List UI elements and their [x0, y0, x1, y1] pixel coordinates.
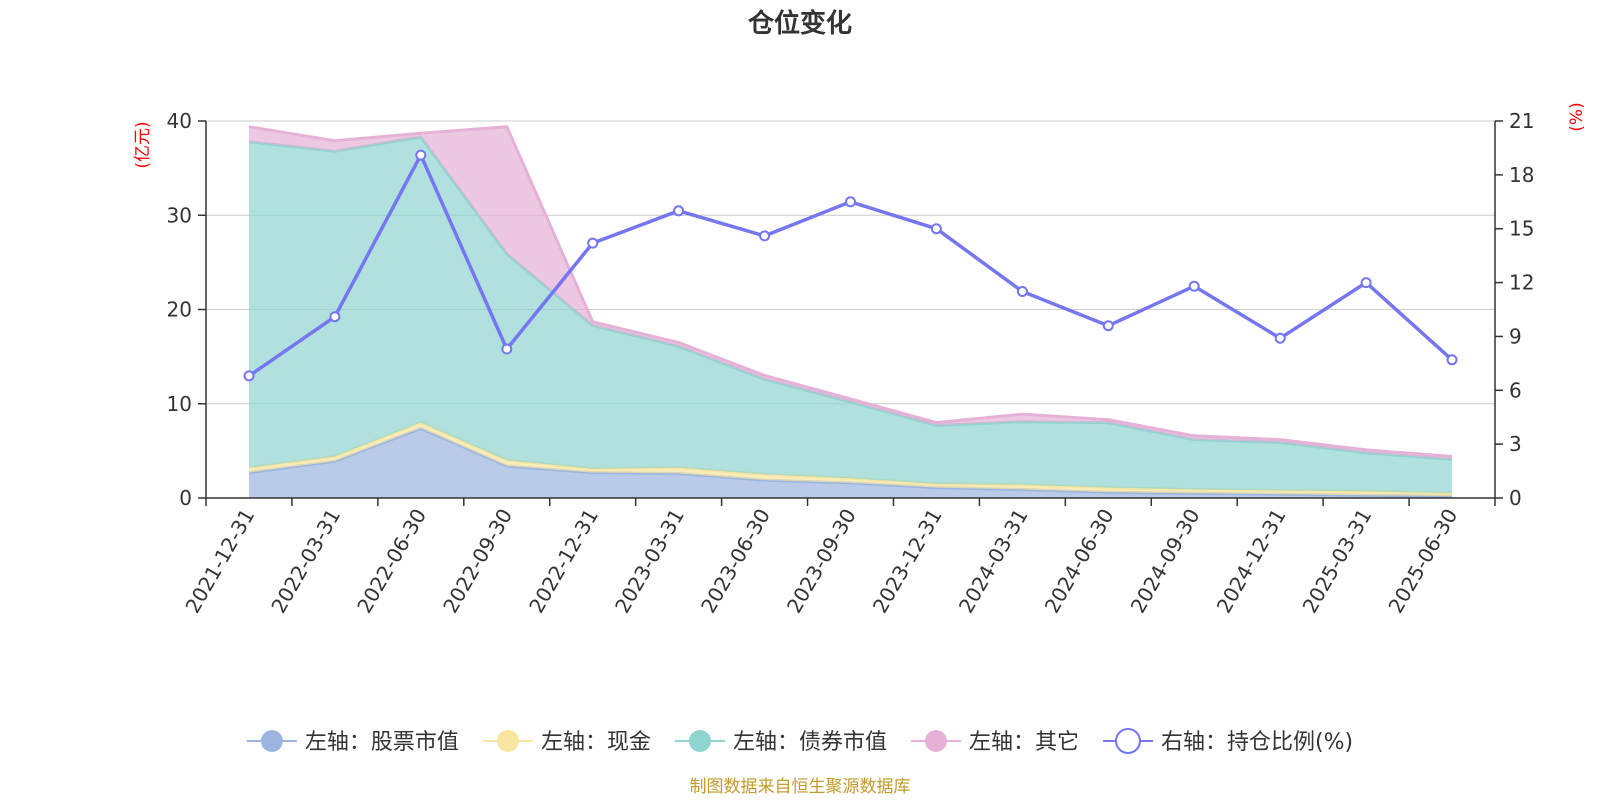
x-tick-label: 2024-12-31 — [1212, 505, 1291, 618]
left-tick-label: 20 — [167, 298, 192, 322]
right-tick-label: 12 — [1509, 271, 1534, 295]
legend-symbol — [688, 730, 711, 752]
left-axis-unit-label: (亿元) — [133, 121, 153, 168]
ratio-point — [1360, 277, 1372, 289]
legend-symbol — [260, 730, 283, 752]
ratio-point — [1446, 354, 1458, 366]
right-tick-label: 0 — [1509, 486, 1522, 510]
legend-item-1: 左轴：股票市值 — [246, 730, 459, 755]
right-tick-label: 3 — [1509, 432, 1522, 456]
ratio-point — [1274, 332, 1286, 344]
x-tick-label: 2021-12-31 — [180, 505, 259, 618]
ratio-point — [673, 205, 685, 217]
left-tick-label: 40 — [167, 109, 192, 133]
right-tick-label: 9 — [1509, 324, 1522, 348]
x-tick-label: 2022-09-30 — [438, 505, 517, 618]
chart-title: 仓位变化 — [747, 8, 852, 39]
x-tick-label: 2022-06-30 — [352, 505, 431, 618]
x-tick-label: 2024-03-31 — [954, 505, 1033, 618]
ratio-point — [415, 149, 427, 161]
left-tick-label: 0 — [179, 486, 192, 510]
right-tick-label: 6 — [1509, 378, 1522, 402]
x-tick-label: 2025-03-31 — [1298, 505, 1377, 618]
ratio-point — [759, 230, 771, 242]
ratio-point — [329, 311, 341, 323]
right-axis-unit-label: (%) — [1567, 102, 1587, 131]
area-3 — [249, 137, 1452, 494]
x-tick-label: 2024-06-30 — [1040, 505, 1119, 618]
legend-label: 左轴：股票市值 — [305, 730, 459, 755]
legend-label: 左轴：其它 — [969, 730, 1079, 755]
left-tick-label: 30 — [167, 203, 192, 227]
ratio-point — [1102, 320, 1114, 332]
right-tick-label: 15 — [1509, 217, 1534, 241]
source-note: 制图数据来自恒生聚源数据库 — [690, 777, 911, 797]
x-tick-label: 2023-03-31 — [610, 505, 689, 618]
area-2 — [249, 422, 1452, 497]
legend: 左轴：股票市值 左轴：现金 左轴：债券市值 左轴：其它 右轴：持仓比例(%) — [246, 728, 1353, 755]
legend-item-3: 左轴：债券市值 — [674, 730, 887, 755]
x-tick-label: 2024-09-30 — [1126, 505, 1205, 618]
legend-label: 左轴：现金 — [541, 730, 651, 755]
legend-symbol — [924, 730, 947, 752]
legend-label: 右轴：持仓比例(%) — [1161, 730, 1353, 755]
ratio-point — [1016, 286, 1028, 297]
legend-item-4: 左轴：其它 — [910, 730, 1079, 755]
area-layer — [248, 125, 1453, 498]
area-edge-4 — [248, 125, 1453, 458]
x-tick-label: 2023-06-30 — [696, 505, 775, 618]
ratio-point — [243, 370, 255, 382]
line-layer — [243, 149, 1458, 382]
x-tick-label: 2025-06-30 — [1383, 505, 1462, 618]
ratio-point — [845, 196, 856, 208]
ratio-point — [501, 343, 513, 355]
right-tick-label: 21 — [1509, 109, 1534, 133]
legend-item-5: 右轴：持仓比例(%) — [1102, 728, 1353, 755]
legend-label: 左轴：债券市值 — [733, 730, 887, 755]
x-tick-label: 2022-12-31 — [524, 505, 603, 618]
x-tick-label: 2022-03-31 — [266, 505, 345, 618]
left-tick-label: 10 — [167, 392, 192, 416]
legend-item-2: 左轴：现金 — [482, 730, 651, 755]
area-1 — [249, 428, 1452, 498]
legend-symbol — [496, 730, 519, 752]
ratio-point — [1188, 280, 1200, 292]
ratio-point — [930, 223, 942, 235]
ratio-point — [587, 237, 599, 249]
right-tick-label: 18 — [1509, 163, 1534, 187]
legend-symbol — [1114, 728, 1141, 754]
x-tick-label: 2023-12-31 — [868, 505, 947, 618]
x-tick-label: 2023-09-30 — [782, 505, 861, 618]
